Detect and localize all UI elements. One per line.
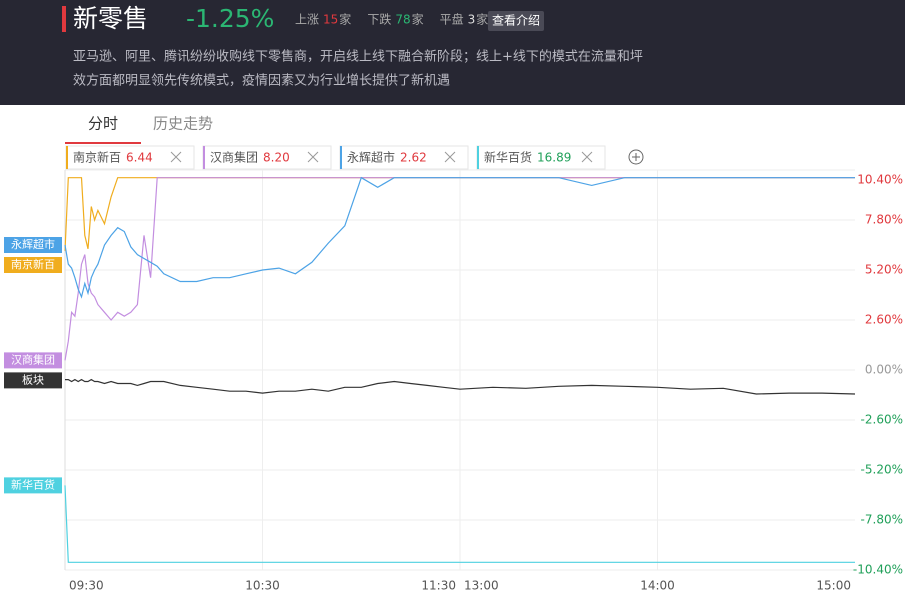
legend-name: 新华百货: [484, 150, 532, 165]
start-label: 南京新百: [11, 257, 55, 271]
add-button[interactable]: [628, 149, 644, 165]
x-tick-label: 13:00: [464, 579, 499, 593]
legend-price: 2.62: [400, 151, 427, 165]
description: 效方面都明显领先传统模式，疫情因素又为行业增长提供了新机遇: [73, 73, 450, 89]
legend-close[interactable]: [581, 151, 593, 163]
y-tick-label: -10.40%: [853, 563, 903, 577]
start-label: 新华百货: [11, 477, 55, 491]
start-label-bg: [4, 477, 62, 494]
legend-swatch: [203, 146, 205, 169]
legend-name: 永辉超市: [347, 150, 395, 165]
legend-close[interactable]: [307, 151, 319, 163]
stat-label: 上涨: [295, 12, 319, 27]
stat-count: 15: [323, 13, 338, 27]
stat-unit: 家: [412, 12, 424, 27]
change: -1.25%: [186, 4, 274, 33]
start-label: 汉商集团: [11, 352, 55, 366]
add-icon[interactable]: [632, 153, 640, 161]
stat-label: 下跌: [367, 12, 391, 27]
tab-underline: [65, 142, 141, 144]
start-label-bg: [4, 257, 62, 273]
legend-price: 8.20: [263, 151, 290, 165]
legend-price: 16.89: [537, 151, 571, 165]
legend-close[interactable]: [444, 151, 456, 163]
series-line: [64, 485, 855, 563]
legend-price: 6.44: [126, 151, 153, 165]
stat-label: 平盘: [440, 12, 464, 27]
stat-count: 3: [468, 13, 476, 27]
y-tick-label: 0.00%: [865, 363, 903, 377]
legend-name: 汉商集团: [210, 150, 258, 165]
legend-swatch: [66, 146, 68, 169]
x-tick-label: 10:30: [245, 579, 280, 593]
stat-count: 78: [395, 13, 410, 27]
stat-unit: 家: [476, 12, 488, 27]
title: 新零售: [73, 4, 148, 33]
start-label-bg: [4, 372, 62, 389]
title-accent: [62, 6, 66, 32]
x-tick-label: 14:00: [640, 579, 675, 593]
tab[interactable]: 历史走势: [153, 115, 213, 133]
intro-button[interactable]: [488, 11, 544, 31]
y-tick-label: 10.40%: [857, 173, 903, 187]
stat-unit: 家: [339, 12, 351, 27]
x-tick-label: 11:30: [421, 579, 456, 593]
y-tick-label: -2.60%: [861, 413, 903, 427]
series-line: [64, 176, 855, 299]
intro-button-label[interactable]: 查看介绍: [492, 14, 540, 28]
description: 亚马逊、阿里、腾讯纷纷收购线下零售商，开启线上线下融合新阶段；线上+线下的模式在…: [73, 49, 643, 65]
series-line: [64, 177, 855, 361]
x-tick-label: 15:00: [816, 579, 851, 593]
start-label-bg: [4, 352, 62, 369]
y-tick-label: 2.60%: [865, 313, 903, 327]
start-label-bg: [4, 237, 62, 253]
y-tick-label: -7.80%: [861, 513, 903, 527]
legend-swatch: [477, 146, 479, 169]
tab[interactable]: 分时: [88, 115, 118, 133]
y-tick-label: -5.20%: [861, 463, 903, 477]
x-tick-label: 09:30: [69, 579, 104, 593]
benchmark-line: [65, 378, 856, 395]
legend-close[interactable]: [170, 151, 182, 163]
start-label: 板块: [22, 372, 44, 386]
legend-name: 南京新百: [73, 150, 121, 165]
y-tick-label: 7.80%: [865, 213, 903, 227]
y-tick-label: 5.20%: [865, 263, 903, 277]
header-bg: [0, 0, 905, 105]
legend-swatch: [340, 146, 342, 169]
start-label: 永辉超市: [11, 237, 55, 251]
